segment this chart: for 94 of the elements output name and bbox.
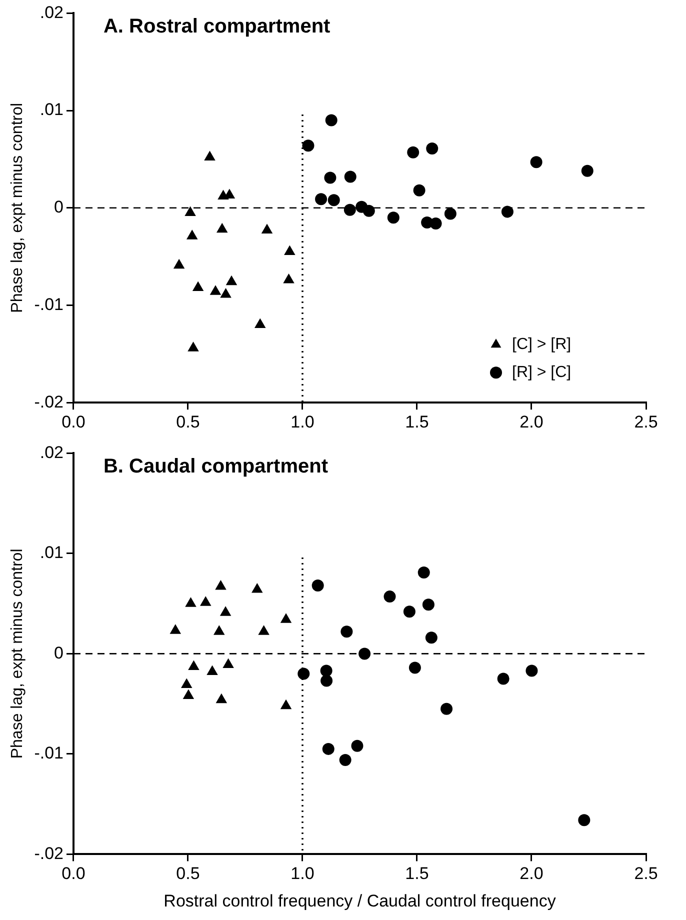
chart-title: A. Rostral compartment	[103, 16, 331, 38]
y-tick-label: .02	[40, 2, 64, 22]
point	[578, 814, 590, 826]
point	[407, 146, 420, 158]
point	[408, 662, 421, 674]
point	[344, 204, 356, 216]
point	[328, 194, 340, 206]
point	[214, 625, 225, 635]
point	[280, 699, 292, 710]
x-tick-label: 0.5	[176, 412, 200, 432]
point	[324, 172, 336, 184]
x-tick-label: 1.5	[405, 864, 429, 884]
point	[185, 597, 196, 607]
point	[182, 689, 194, 700]
point	[315, 193, 328, 206]
y-tick-label: -.01	[34, 744, 64, 763]
legend-label: [C] > [R]	[512, 336, 572, 354]
point	[254, 318, 266, 328]
point	[320, 664, 332, 677]
y-tick-label: .02	[40, 442, 64, 462]
x-axis-title: Rostral control frequency / Caudal control frequency	[164, 891, 556, 910]
point	[226, 275, 238, 286]
point	[284, 245, 296, 255]
x-tick-label: 0.5	[176, 864, 200, 884]
point	[526, 664, 538, 677]
x-tick-label: 1.0	[290, 864, 314, 884]
y-tick-label: .01	[40, 100, 64, 120]
point	[188, 660, 200, 670]
y-tick-label: -.02	[34, 392, 64, 412]
point	[173, 258, 185, 269]
x-tick-label: 2.5	[634, 864, 658, 884]
point	[188, 342, 199, 352]
x-tick-label: 0.0	[62, 412, 86, 432]
point	[325, 114, 338, 126]
point	[497, 672, 510, 685]
point	[186, 230, 198, 240]
point	[180, 678, 192, 688]
point	[216, 222, 228, 233]
point	[344, 170, 356, 183]
y-axis-title: Phase lag, expt minus control	[9, 548, 26, 759]
point	[501, 206, 514, 218]
x-tick-label: 2.0	[520, 864, 544, 884]
point	[283, 273, 294, 284]
x-tick-label: 1.5	[405, 412, 429, 432]
point	[206, 665, 218, 675]
point	[581, 164, 594, 177]
point	[220, 606, 232, 616]
point	[280, 613, 292, 623]
point	[413, 184, 426, 196]
chart-title: B. Caudal compartment	[103, 456, 328, 478]
x-tick-label: 1.0	[290, 412, 314, 432]
point	[384, 590, 396, 603]
y-tick-label: .01	[40, 543, 64, 562]
legend-label: [R] > [C]	[512, 364, 572, 382]
point	[362, 204, 375, 217]
point	[322, 742, 334, 755]
point	[440, 702, 453, 715]
point	[192, 281, 204, 291]
point	[170, 624, 182, 634]
point	[430, 217, 442, 230]
point	[298, 668, 310, 680]
point	[403, 606, 416, 618]
point	[210, 285, 222, 295]
point	[426, 142, 438, 155]
point	[425, 632, 438, 644]
y-axis-title: Phase lag, expt minus control	[9, 102, 26, 313]
x-tick-label: 2.5	[634, 412, 658, 432]
x-tick-label: 2.0	[520, 412, 544, 432]
point	[252, 583, 263, 593]
point	[422, 598, 434, 611]
point	[200, 596, 212, 606]
point	[351, 740, 364, 752]
point	[220, 288, 232, 298]
y-tick-label: -.02	[34, 844, 64, 863]
point	[258, 625, 270, 635]
point	[312, 580, 324, 592]
y-tick-label: 0	[54, 198, 64, 217]
point	[387, 212, 400, 224]
point	[339, 754, 352, 766]
point	[222, 658, 234, 668]
point	[530, 156, 542, 168]
point	[358, 648, 371, 660]
y-tick-label: -.01	[34, 294, 64, 314]
point	[302, 140, 314, 152]
point	[261, 224, 273, 234]
point	[340, 626, 353, 638]
point	[418, 566, 430, 578]
point	[215, 580, 226, 590]
point	[216, 693, 228, 704]
point	[444, 208, 456, 220]
point	[320, 674, 333, 687]
x-tick-label: 0.0	[62, 864, 86, 884]
y-tick-label: 0	[54, 643, 64, 662]
point	[184, 206, 196, 216]
